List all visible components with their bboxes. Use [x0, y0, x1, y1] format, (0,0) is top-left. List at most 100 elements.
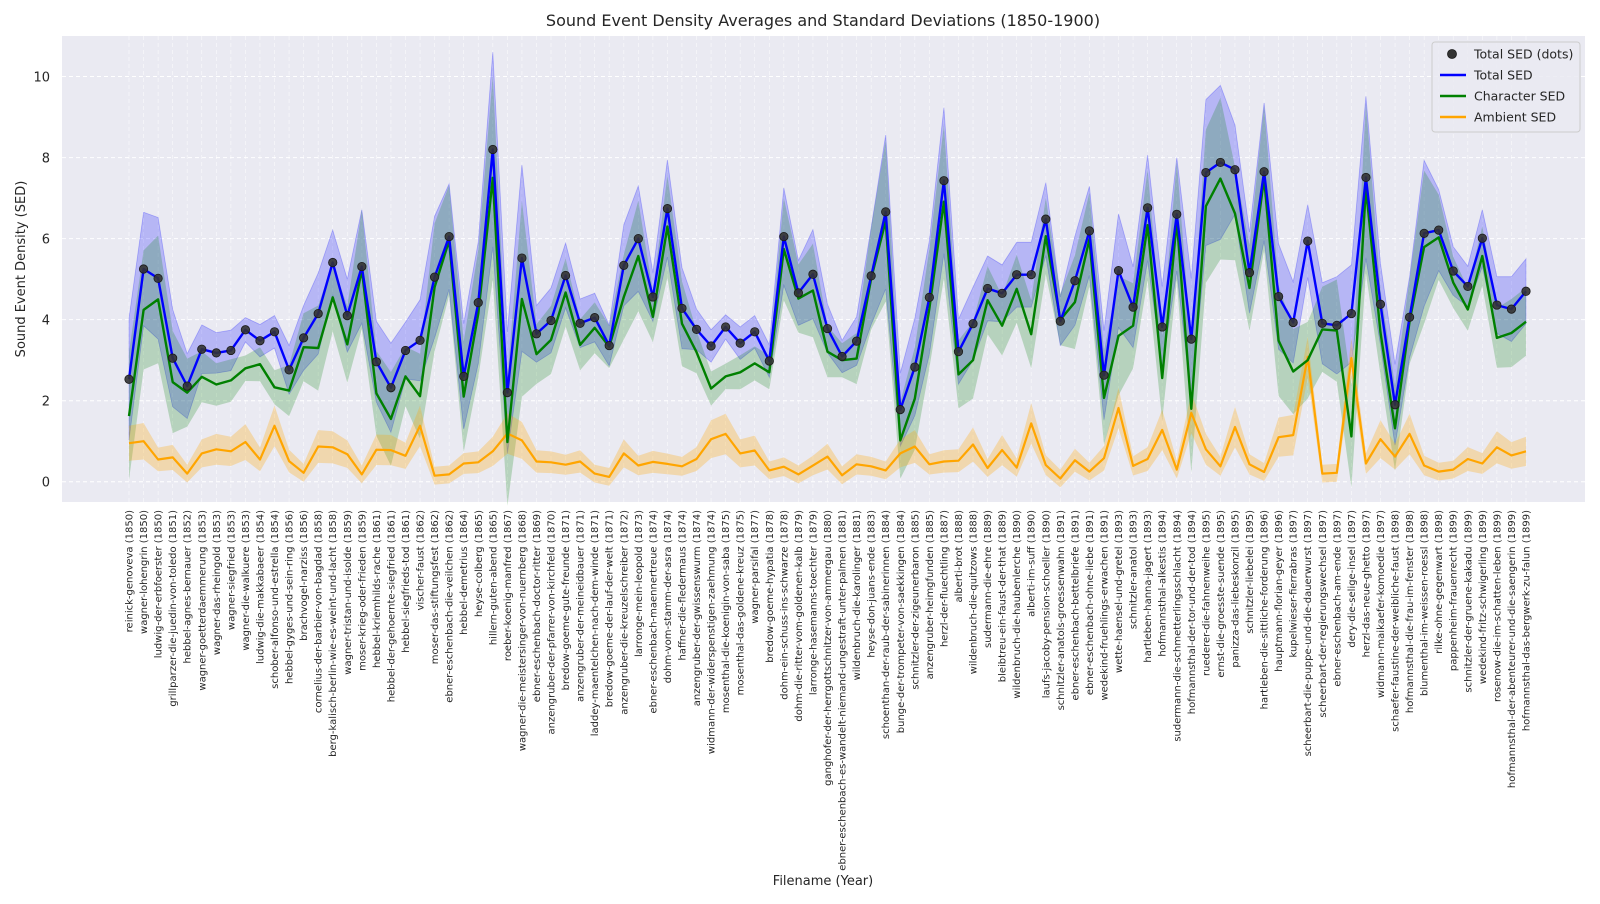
- x-tick-label: blumenthal-im-weissen-roessl (1898): [1420, 510, 1431, 696]
- x-tick-label: hofmannsthal-der-tor-und-der-tod (1894): [1187, 510, 1198, 714]
- total-sed-dot: [1084, 226, 1095, 236]
- total-sed-dot: [604, 340, 614, 351]
- total-sed-dot: [1375, 299, 1386, 309]
- x-tick-label: wagner-siegfried (1853): [226, 510, 237, 630]
- total-sed-dot: [852, 336, 862, 346]
- x-tick-label: dery-die-selige-insel (1897): [1347, 510, 1358, 648]
- total-sed-dot: [197, 344, 207, 354]
- legend-label: Ambient SED: [1474, 110, 1556, 125]
- x-tick-label: mosenthal-die-koenigin-von-saba (1875): [721, 510, 732, 713]
- x-tick-label: moser-das-stiftungsfest (1862): [430, 510, 441, 664]
- x-tick-label: vischer-faust (1862): [416, 510, 427, 611]
- plot-background: [62, 36, 1585, 502]
- x-tick-label: hebbel-siegfrieds-tod (1861): [401, 510, 412, 653]
- total-sed-dot: [240, 325, 251, 335]
- x-tick-label: wedekind-fritz-schwigerling (1899): [1478, 510, 1489, 684]
- y-tick-label: 10: [33, 71, 50, 86]
- total-sed-dot: [1244, 268, 1255, 278]
- x-tick-label: sudermann-die-schmetterlingsschlacht (18…: [1172, 510, 1183, 742]
- x-tick-label: schnitzler-anatol (1893): [1129, 510, 1140, 629]
- x-tick-label: ebner-eschenbach-bettelbriefe (1891): [1070, 510, 1081, 701]
- total-sed-dot: [1128, 302, 1138, 312]
- total-sed-dot: [968, 319, 978, 329]
- x-tick-label: herzl-das-neue-ghetto (1897): [1361, 510, 1372, 657]
- x-tick-label: dohm-ein-schuss-ins-schwarze (1878): [779, 510, 790, 700]
- x-tick-label: bredow-goeme-hypatia (1878): [765, 510, 776, 663]
- total-sed-dot: [1172, 209, 1182, 219]
- x-tick-label: pappenheim-frauenrecht (1899): [1449, 510, 1460, 671]
- total-sed-dot: [502, 387, 512, 398]
- total-sed-dot: [1230, 165, 1240, 175]
- total-sed-dot: [1521, 286, 1531, 296]
- total-sed-dot: [153, 273, 163, 283]
- y-tick-label: 6: [42, 233, 50, 248]
- legend-label: Total SED (dots): [1473, 47, 1573, 62]
- x-tick-label: schnitzler-liebelei (1895): [1245, 510, 1256, 634]
- x-tick-label: herzl-der-fluechtling (1887): [939, 510, 950, 647]
- legend-box: [1431, 41, 1581, 133]
- ambient-sed-line: [128, 355, 1527, 480]
- total-sed-dot: [910, 362, 920, 372]
- total-sed-dot: [997, 288, 1007, 298]
- total-sed-dot: [211, 348, 221, 358]
- x-tick-label: rosenow-die-im-schatten-leben (1899): [1492, 510, 1503, 702]
- x-tick-label: scheerbart-die-puppe-und-die-dauerwurst …: [1303, 510, 1314, 756]
- total-sed-dot: [138, 264, 149, 274]
- x-tick-label: ebner-eschenbach-maennertreue (1874): [648, 510, 659, 714]
- total-sed-dot: [1099, 370, 1109, 380]
- x-axis-ticks: reinick-genoveva (1850) wagner-lohengrin …: [125, 510, 1533, 871]
- total-sed-dot: [1434, 225, 1444, 235]
- x-tick-label: hofmannsthal-die-frau-im-fenster (1898): [1405, 510, 1416, 713]
- x-tick-label: larronge-mein-leopold (1873): [634, 510, 645, 657]
- x-tick-label: wildenbruch-die-karolinger (1881): [852, 510, 863, 680]
- total-sed-dot: [575, 318, 585, 328]
- x-tick-label: hofmannsthal-der-abenteurer-und-die-saen…: [1507, 510, 1518, 788]
- total-sed-dot: [953, 347, 964, 357]
- x-tick-label: anzengruber-heimgfunden (1885): [925, 510, 936, 680]
- total-sed-dot: [546, 315, 556, 326]
- x-tick-label: wagner-lohengrin (1850): [139, 510, 150, 634]
- total-sed-dot: [1186, 334, 1196, 344]
- total-sed-dot: [590, 313, 600, 323]
- x-tick-label: wildenbruch-die-quitzows (1888): [969, 510, 980, 674]
- x-tick-label: heyse-colberg (1865): [474, 510, 485, 617]
- total-sed-dot: [1448, 266, 1458, 276]
- total-sed-dot: [691, 324, 702, 334]
- total-sed-dot: [1346, 308, 1356, 319]
- total-sed-dot: [386, 383, 396, 393]
- y-axis-label: Sound Event Density (SED): [14, 181, 29, 358]
- total-sed-dot: [779, 231, 789, 242]
- total-sed-dot: [1201, 167, 1211, 178]
- x-tick-label: heyse-don-juans-ende (1883): [867, 510, 878, 658]
- x-tick-label: hartleben-die-sittliche-forderung (1896): [1260, 510, 1271, 709]
- total-sed-dot: [677, 303, 687, 313]
- total-sed-dot: [182, 381, 192, 391]
- x-tick-label: haffner-die-fledermaus (1874): [678, 510, 689, 661]
- total-sed-dot: [226, 345, 236, 356]
- total-sed-dot: [924, 292, 934, 302]
- x-tick-label: berg-kalisch-berlin-wie-es-weint-und-lac…: [328, 510, 339, 757]
- x-tick-label: reinick-genoveva (1850): [125, 510, 136, 632]
- total-sed-dot: [1041, 214, 1051, 224]
- x-tick-label: schoenthan-der-raub-der-sabinerinnen (18…: [881, 510, 892, 739]
- total-sed-dot: [444, 231, 454, 242]
- total-sed-dot: [822, 323, 833, 334]
- x-tick-label: hebbel-der-gehoernte-siegfried (1861): [386, 510, 397, 702]
- total-sed-dot: [124, 374, 134, 384]
- x-tick-label: wagner-tristan-und-isolde (1859): [343, 510, 354, 675]
- x-tick-label: laufs-jacoby-pension-schoeller (1890): [1041, 510, 1052, 698]
- y-tick-label: 4: [42, 314, 50, 329]
- total-sed-dot: [648, 292, 658, 302]
- total-sed-dot: [706, 341, 716, 351]
- total-sed-dot: [357, 261, 367, 272]
- x-tick-label: bredow-goeme-gute-freunde (1871): [561, 510, 572, 690]
- total-sed-dot: [939, 176, 949, 186]
- x-tick-label: wagner-das-rheingold (1853): [212, 510, 223, 655]
- x-tick-label: schober-alfonso-und-estrella (1854): [270, 510, 281, 689]
- total-sed-dot: [531, 329, 542, 339]
- total-sed-dot: [400, 345, 411, 356]
- x-tick-label: hebbel-demetrius (1864): [459, 510, 470, 635]
- total-sed-dot: [313, 308, 323, 319]
- character-sed-std-band: [129, 75, 1526, 506]
- total-sed-dot: [881, 207, 891, 217]
